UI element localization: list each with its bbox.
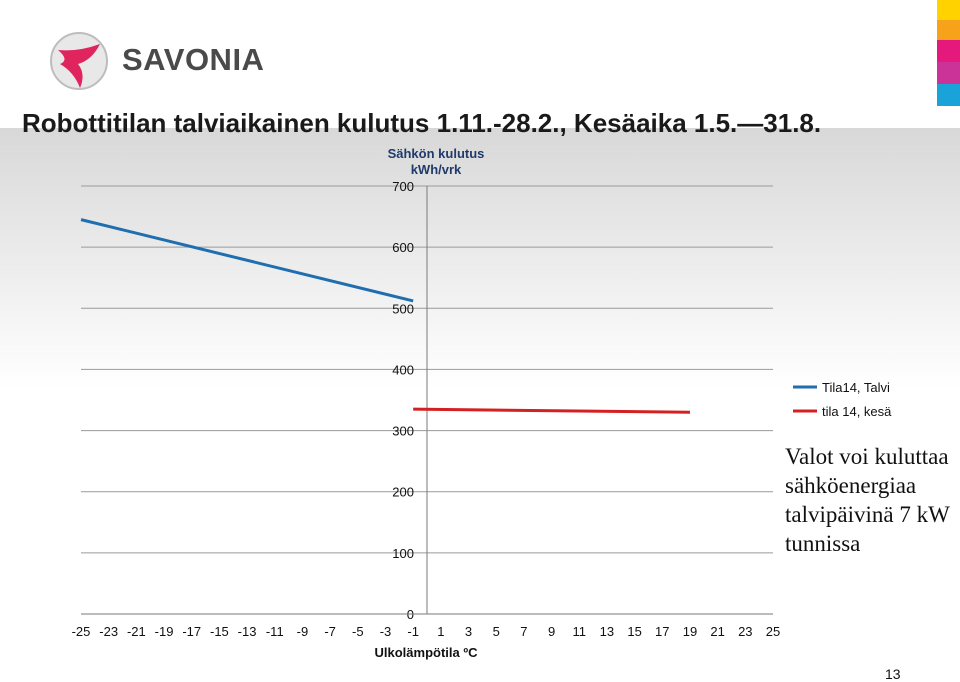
x-tick-label: -11 <box>266 624 284 639</box>
accent-stripe-cyan <box>937 84 960 106</box>
y-tick-label: 200 <box>392 485 414 500</box>
x-tick-label: -23 <box>99 624 118 639</box>
x-tick-label: 15 <box>627 624 641 639</box>
accent-stripe-yellow <box>937 0 960 20</box>
x-tick-label: -9 <box>297 624 309 639</box>
y-axis-label: Sähkön kulutus <box>388 146 485 161</box>
savonia-logo <box>50 32 108 90</box>
x-tick-label: -21 <box>127 624 146 639</box>
brand-name: SAVONIA <box>122 42 265 77</box>
x-tick-label: 7 <box>520 624 527 639</box>
x-tick-label: 25 <box>766 624 780 639</box>
accent-stripe-orange <box>937 20 960 40</box>
page-number: 13 <box>885 666 901 682</box>
x-tick-label: -15 <box>210 624 229 639</box>
x-axis-label: Ulkolämpötila ºC <box>375 645 479 660</box>
y-tick-label: 700 <box>392 179 414 194</box>
y-axis-unit: kWh/vrk <box>411 162 462 177</box>
y-tick-label: 300 <box>392 424 414 439</box>
x-tick-label: -3 <box>380 624 392 639</box>
series-line-talvi <box>80 218 414 303</box>
legend-label-kesa: tila 14, kesä <box>822 404 892 419</box>
y-tick-label: 100 <box>392 546 414 561</box>
x-tick-label: -1 <box>407 624 419 639</box>
y-tick-label: 600 <box>392 240 414 255</box>
x-tick-label: 23 <box>738 624 752 639</box>
x-tick-label: -7 <box>324 624 336 639</box>
legend: Tila14, Talvi tila 14, kesä <box>793 380 892 419</box>
x-tick-label: 17 <box>655 624 669 639</box>
y-tick-label: 500 <box>392 301 414 316</box>
x-tick-label: 1 <box>437 624 444 639</box>
legend-label-talvi: Tila14, Talvi <box>822 380 890 395</box>
x-tick-label: 9 <box>548 624 555 639</box>
slide-note: Valot voi kuluttaa sähköenergiaa talvipä… <box>785 444 950 556</box>
x-tick-label: 19 <box>683 624 697 639</box>
accent-stripe-magenta <box>937 40 960 62</box>
x-tick-label: -19 <box>155 624 174 639</box>
y-tick-label: 400 <box>392 362 414 377</box>
header-band <box>0 128 960 388</box>
x-tick-label: 13 <box>600 624 614 639</box>
accent-stripe-purple <box>937 62 960 84</box>
logo-swoosh-icon <box>58 44 100 88</box>
x-tick-label: -13 <box>238 624 257 639</box>
x-tick-label: -25 <box>72 624 91 639</box>
x-tick-label: 5 <box>493 624 500 639</box>
x-tick-label: 21 <box>710 624 724 639</box>
x-tick-label: -17 <box>182 624 201 639</box>
x-tick-label: 11 <box>572 624 586 639</box>
x-tick-label: -5 <box>352 624 364 639</box>
x-tick-label: 3 <box>465 624 472 639</box>
slide-title: Robottitilan talviaikainen kulutus 1.11.… <box>22 108 822 138</box>
series-line-kesa <box>413 407 690 414</box>
